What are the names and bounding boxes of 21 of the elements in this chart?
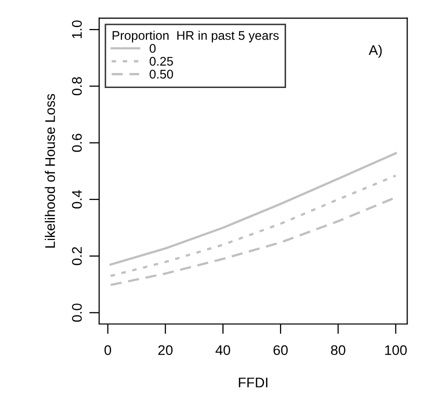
- x-tick-label: 80: [331, 345, 346, 356]
- x-tick-label: 20: [158, 345, 173, 356]
- y-tick-label: 0.2: [72, 247, 82, 266]
- line-series: [110, 152, 397, 266]
- x-tick-label: 100: [385, 345, 407, 356]
- y-tick-label: 0.8: [72, 77, 82, 96]
- y-tick-label: 0.4: [72, 190, 82, 209]
- legend-title: Proportion HR in past 5 years: [112, 30, 279, 42]
- line-series: [110, 174, 397, 277]
- y-tick-label: 0.6: [72, 134, 82, 152]
- legend-label: 0: [150, 44, 156, 53]
- annotation: A): [368, 44, 382, 58]
- y-tick-label: 1.0: [72, 20, 82, 38]
- x-tick-label: 0: [104, 345, 112, 356]
- x-tick-label: 60: [274, 345, 288, 356]
- y-axis-title: Likelihood of House Loss: [44, 94, 56, 248]
- y-tick-label: 0.0: [72, 304, 82, 322]
- legend-label: 0.25: [150, 56, 173, 66]
- legend-label: 0.50: [150, 70, 174, 79]
- x-tick-label: 40: [216, 345, 230, 356]
- x-axis-title: FFDI: [238, 378, 268, 388]
